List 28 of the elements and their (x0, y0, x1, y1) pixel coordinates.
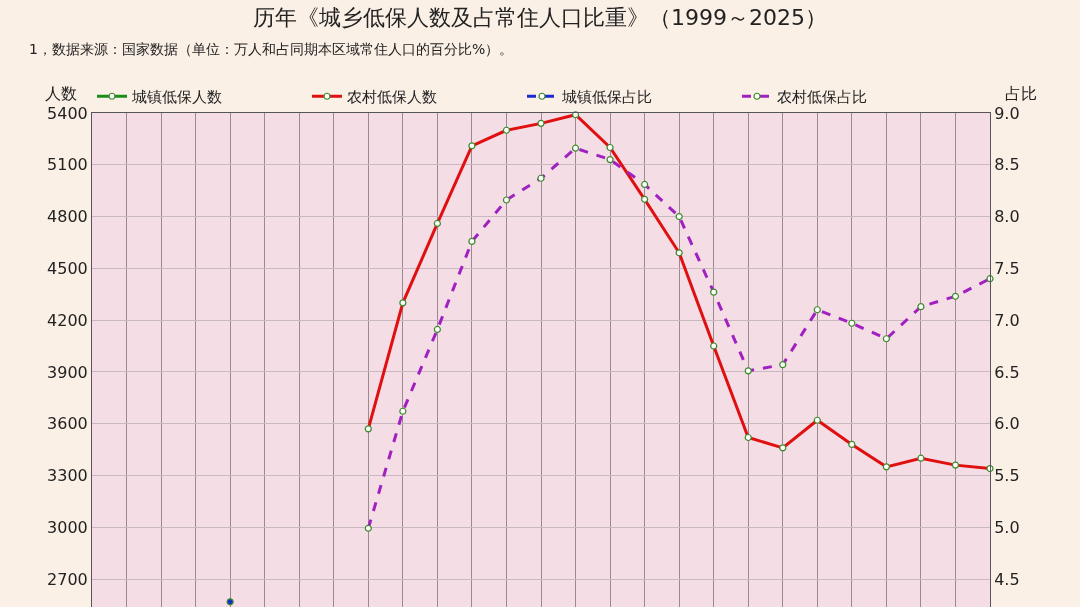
y-axis-title: 人数 (45, 84, 77, 103)
y-tick-label: 3600 (47, 414, 88, 434)
y-tick-label: 5100 (47, 155, 88, 175)
y2-axis-title: 占比 (1005, 84, 1037, 103)
y-tick-label: 3900 (47, 362, 88, 382)
y2-tick-label: 5.0 (994, 517, 1020, 537)
y2-tick-label: 9.0 (994, 103, 1020, 123)
y2-tick-label: 4.5 (994, 569, 1020, 589)
legend-label: 农村低保人数 (347, 88, 437, 107)
y-tick-label: 4200 (47, 310, 88, 330)
y2-tick-label: 7.0 (994, 310, 1020, 330)
y-tick-label: 3000 (47, 517, 88, 537)
legend-label: 城镇低保占比 (561, 88, 652, 107)
chart-title: 历年《城乡低保人数及占常住人口比重》（1999～2025） (253, 4, 827, 30)
y2-tick-label: 6.5 (994, 362, 1020, 382)
legend-label: 农村低保占比 (777, 88, 867, 107)
y-tick-label: 5400 (47, 103, 88, 123)
chart-subtitle: 1，数据来源：国家数据（单位：万人和占同期本区域常住人口的百分比%）。 (29, 41, 514, 57)
y2-tick-label: 8.5 (994, 155, 1020, 175)
y2-tick-label: 6.0 (994, 414, 1020, 434)
y-tick-label: 2700 (47, 569, 88, 589)
legend-label: 城镇低保人数 (131, 88, 222, 107)
y-tick-label: 4500 (47, 258, 88, 278)
y2-tick-label: 7.5 (994, 258, 1020, 278)
y-tick-label: 4800 (47, 207, 88, 227)
y2-tick-label: 5.5 (994, 466, 1020, 486)
y2-tick-label: 8.0 (994, 207, 1020, 227)
y-tick-label: 3300 (47, 466, 88, 486)
